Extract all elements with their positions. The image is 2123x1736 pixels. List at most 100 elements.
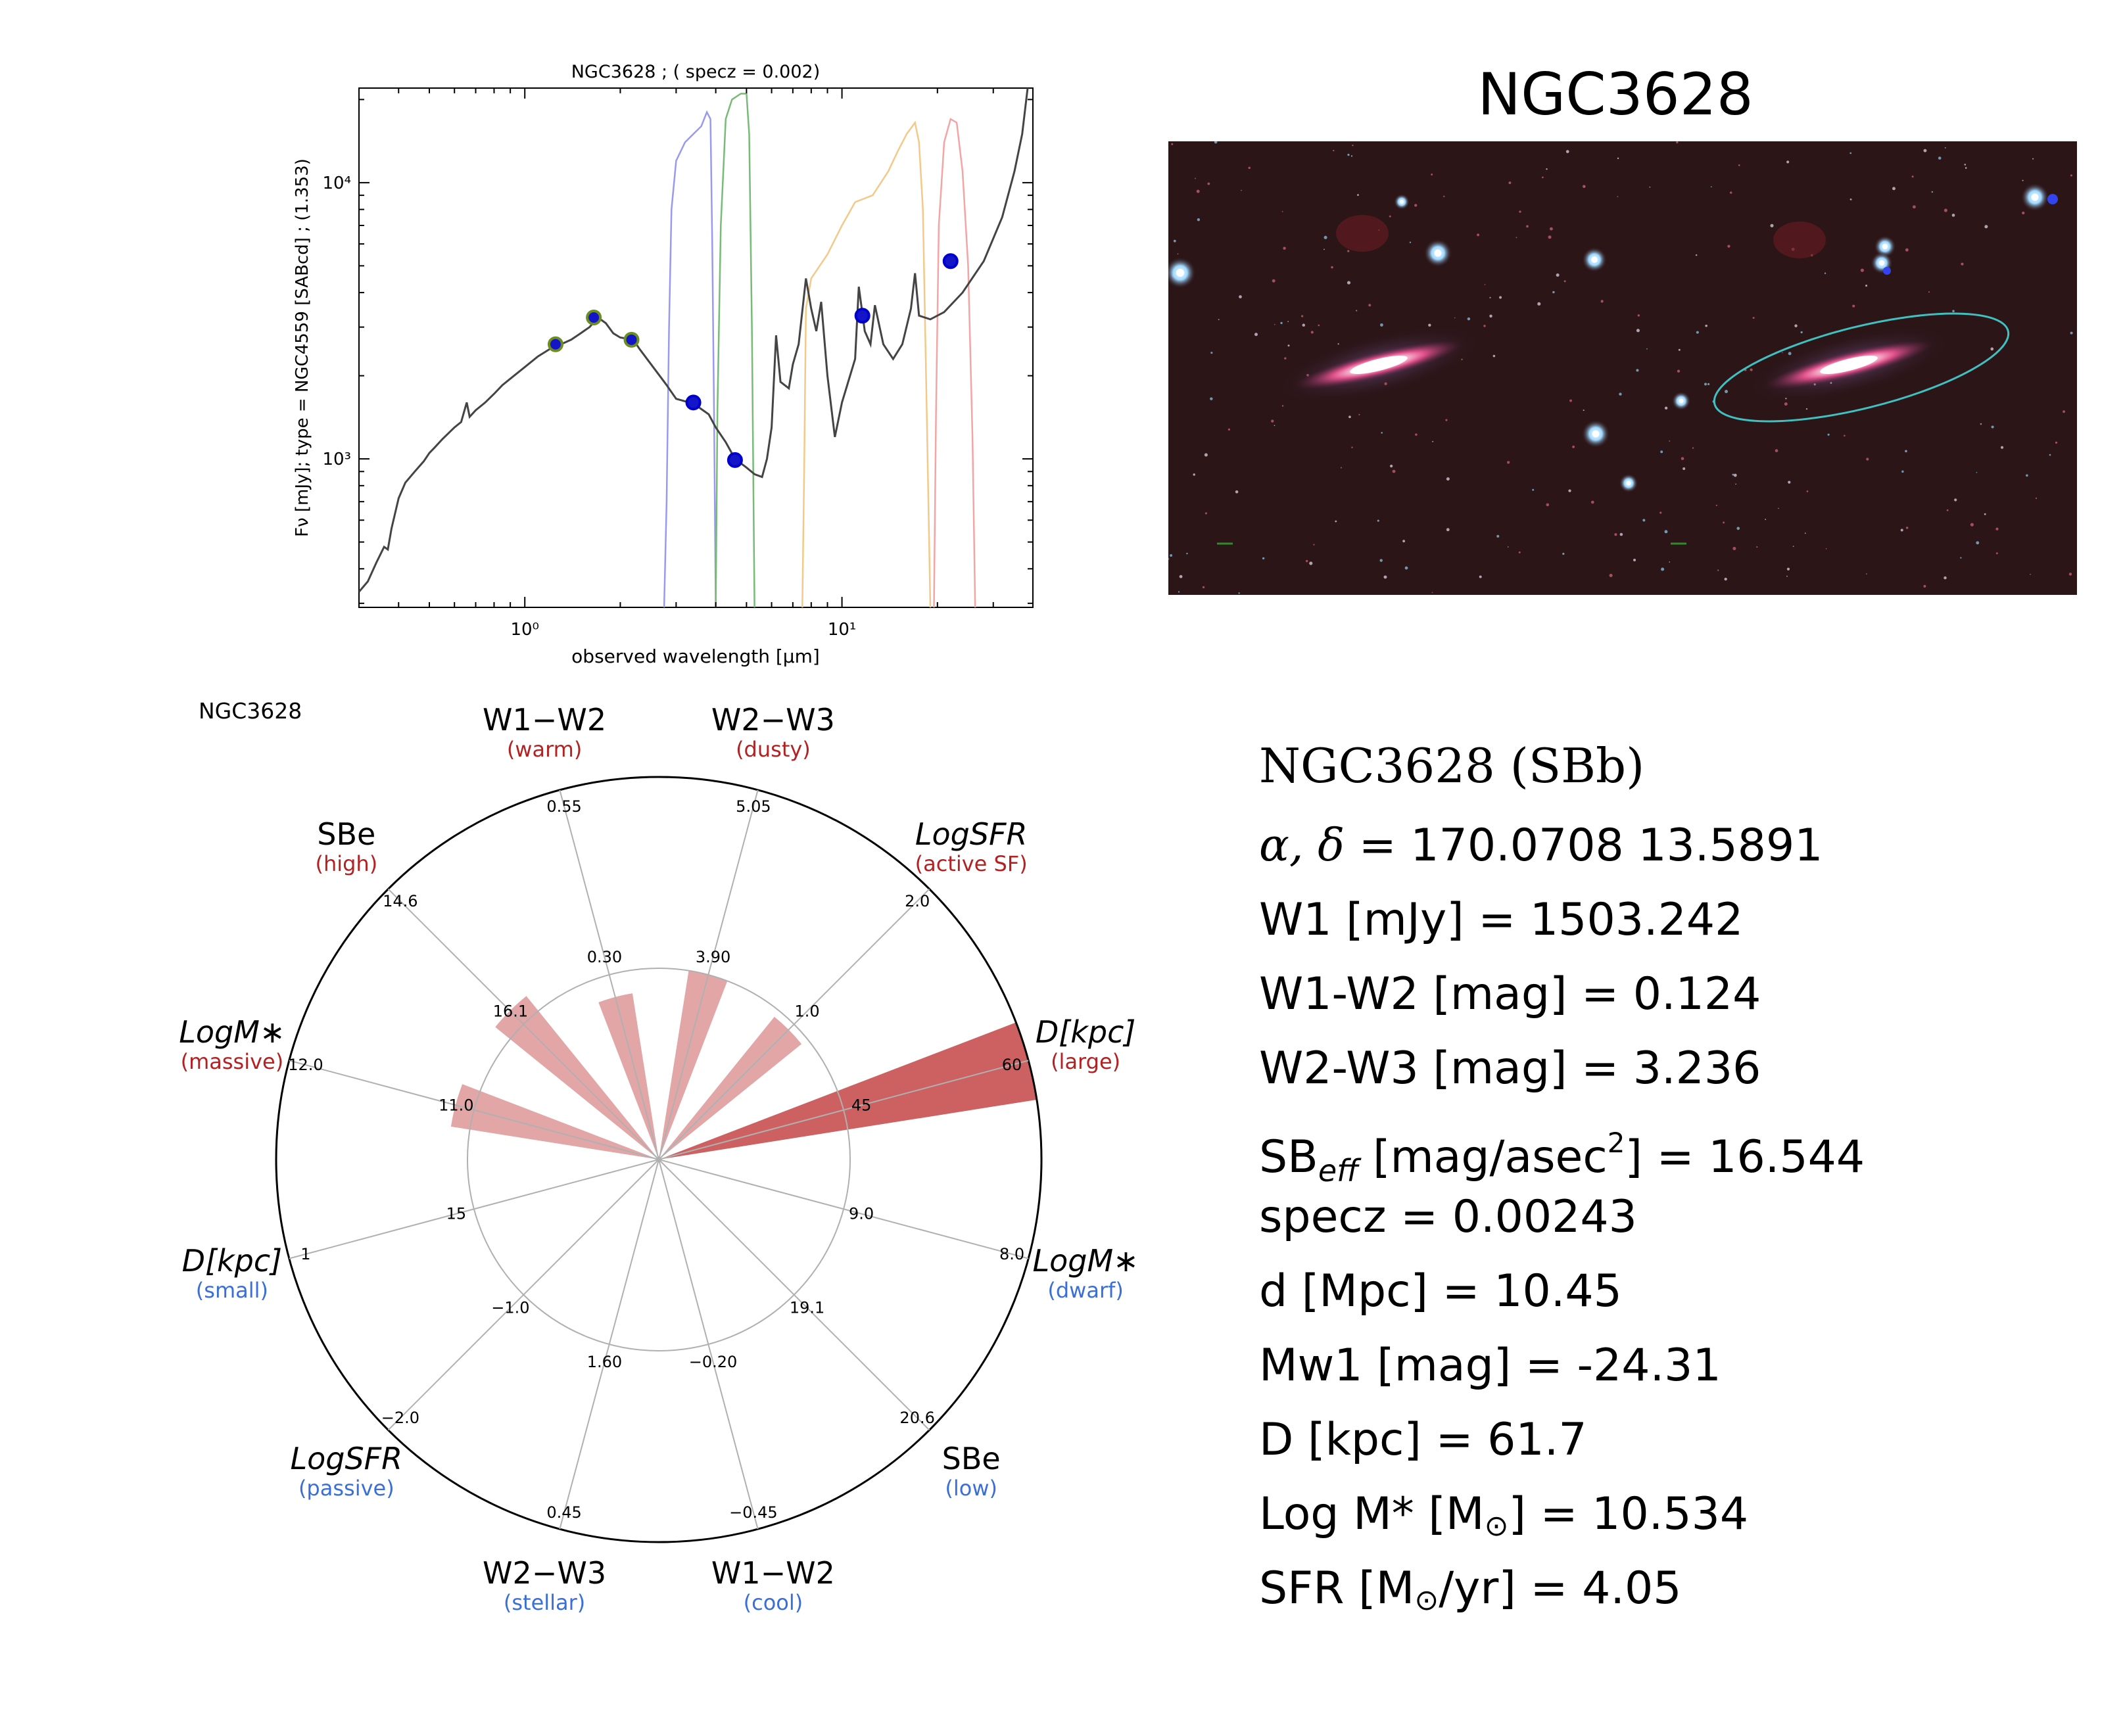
radar-bar (659, 970, 728, 1160)
star (1287, 321, 1289, 322)
star (2026, 474, 2028, 477)
radar-axis-label: W2−W3 (483, 1555, 606, 1591)
radar-tick-inner: 9.0 (849, 1205, 874, 1223)
star (1905, 527, 1909, 529)
star (1204, 453, 1208, 457)
sed-y-label: Fν [mJy]; type = NGC4559 [SABcd] ; (1.35… (293, 158, 312, 537)
star (1676, 141, 1679, 144)
star (1775, 449, 1778, 452)
star (1489, 296, 1491, 298)
star (1262, 557, 1265, 560)
bright-star-core (1176, 269, 1184, 277)
logm-suffix: ] = 10.534 (1508, 1488, 1749, 1540)
radar-grid (275, 776, 1043, 1543)
star (1383, 575, 1387, 579)
sed-x-label: observed wavelength [μm] (571, 645, 820, 667)
star (1965, 167, 1967, 169)
radar-tick-outer: 5.05 (736, 797, 771, 816)
star (1866, 457, 1869, 461)
info-panel: NGC3628 (SBb) α, δ = 170.0708 13.5891 W1… (1259, 726, 2101, 1626)
radar-axis-sublabel: (active SF) (915, 851, 1028, 876)
star (1443, 195, 1445, 198)
info-diameter-kpc: D [kpc] = 61.7 (1259, 1414, 1587, 1466)
star (2055, 441, 2058, 444)
radar-inner-circle (467, 968, 851, 1351)
star (1568, 489, 1571, 492)
star (1976, 471, 1978, 473)
star (1218, 319, 1220, 321)
sed-plot-frame (358, 87, 1034, 608)
star (1901, 470, 1904, 473)
radar-spoke (289, 1159, 659, 1259)
radar-axis-sublabel: (passive) (298, 1476, 394, 1501)
star (1756, 546, 1758, 548)
star (1617, 157, 1619, 160)
radar-axis-label: W1−W2 (711, 1555, 835, 1591)
radar-tick-inner: 16.1 (493, 1002, 528, 1020)
star (1492, 354, 1496, 358)
star (1392, 469, 1396, 473)
star (1414, 204, 1418, 207)
radar-spoke (658, 1060, 1029, 1160)
star (1351, 446, 1353, 448)
radar-spoke (658, 1159, 759, 1530)
radar-tick-outer: 20.6 (899, 1409, 934, 1427)
star (1970, 523, 1974, 527)
star (1705, 324, 1707, 327)
star (1600, 300, 1604, 303)
bright-star-core (1882, 243, 1888, 250)
radar-tick-outer: 12.0 (288, 1056, 323, 1074)
star (1563, 280, 1566, 283)
star (1849, 152, 1852, 154)
sed-photometry-point (685, 394, 702, 411)
star (1428, 323, 1431, 327)
star (1649, 186, 1651, 188)
star (1584, 186, 1586, 187)
star (1905, 248, 1909, 252)
sed-photometry-point (586, 309, 602, 325)
star (1389, 215, 1391, 218)
star (1239, 295, 1242, 298)
sed-x-tick-label: 10⁰ (510, 620, 539, 640)
star (1732, 473, 1734, 476)
star (1357, 194, 1359, 197)
galaxy-right (1746, 326, 1951, 404)
radar-tick-inner: 19.1 (790, 1299, 824, 1317)
radar-bar (598, 993, 659, 1160)
star (2032, 158, 2034, 160)
star (1778, 507, 1779, 509)
info-specz: specz = 0.00243 (1259, 1191, 1637, 1243)
star (1609, 573, 1613, 578)
star (1723, 521, 1725, 524)
star (1284, 357, 1287, 360)
star (1281, 405, 1284, 407)
star (1976, 541, 1980, 545)
star (1619, 532, 1623, 536)
radar-tick-outer: 14.6 (383, 892, 417, 910)
sb-prefix: SB (1259, 1131, 1318, 1183)
radar-axis-label: SBe (942, 1441, 1001, 1476)
sed-axes: 10⁰ 10¹ 10³ 10⁴ (322, 88, 1034, 640)
sed-photometry-point (942, 253, 959, 270)
star (1402, 540, 1405, 543)
star (1228, 428, 1230, 431)
star (1324, 235, 1327, 239)
star (1786, 575, 1788, 577)
info-w1w2: W1-W2 [mag] = 0.124 (1259, 968, 1761, 1020)
star (1660, 450, 1663, 454)
sed-x-tick-label: 10¹ (828, 620, 857, 640)
sed-plot-content (359, 88, 1029, 607)
star (1546, 503, 1550, 507)
star (1254, 333, 1258, 337)
star (2030, 573, 2031, 575)
sfr-suffix: /yr] = 4.05 (1439, 1562, 1682, 1614)
star (1549, 227, 1553, 231)
star (1537, 302, 1541, 306)
star (1556, 273, 1560, 277)
star (1171, 143, 1174, 145)
star (1805, 408, 1808, 410)
star (1944, 147, 1946, 149)
star (1860, 268, 1864, 272)
star (1952, 310, 1955, 313)
star (1381, 432, 1383, 434)
